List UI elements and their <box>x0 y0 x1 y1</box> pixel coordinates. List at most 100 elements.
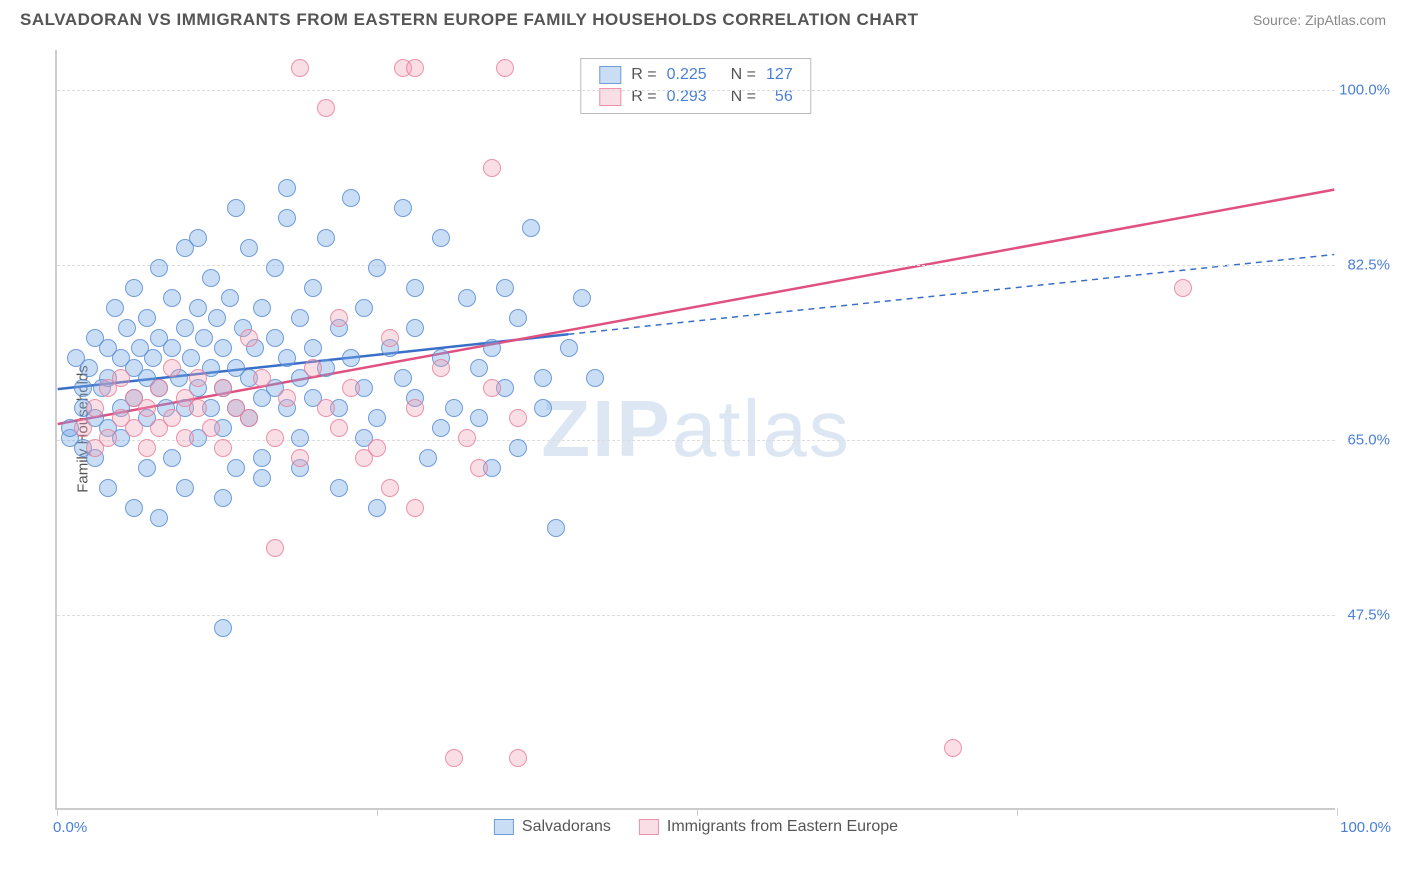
scatter-point <box>214 339 232 357</box>
scatter-point <box>470 359 488 377</box>
scatter-point <box>406 279 424 297</box>
scatter-point <box>150 259 168 277</box>
x-tick <box>1337 808 1338 816</box>
scatter-point <box>496 59 514 77</box>
scatter-point <box>214 439 232 457</box>
scatter-point <box>509 749 527 767</box>
scatter-point <box>317 229 335 247</box>
scatter-point <box>534 399 552 417</box>
scatter-point <box>432 419 450 437</box>
scatter-point <box>522 219 540 237</box>
gridline <box>57 615 1335 616</box>
scatter-point <box>304 279 322 297</box>
scatter-point <box>253 369 271 387</box>
scatter-point <box>317 99 335 117</box>
scatter-point <box>214 489 232 507</box>
scatter-point <box>240 409 258 427</box>
scatter-point <box>355 449 373 467</box>
scatter-point <box>342 349 360 367</box>
legend-swatch <box>599 66 621 84</box>
scatter-point <box>163 339 181 357</box>
scatter-point <box>381 479 399 497</box>
scatter-point <box>278 349 296 367</box>
scatter-point <box>355 299 373 317</box>
x-tick <box>377 808 378 816</box>
scatter-point <box>470 459 488 477</box>
scatter-point <box>138 399 156 417</box>
scatter-point <box>547 519 565 537</box>
scatter-point <box>406 399 424 417</box>
scatter-point <box>419 449 437 467</box>
gridline <box>57 90 1335 91</box>
plot-area: Family Households ZIPatlas R = 0.225 N =… <box>55 50 1335 810</box>
scatter-point <box>227 199 245 217</box>
legend-item: Immigrants from Eastern Europe <box>639 818 898 836</box>
scatter-point <box>342 189 360 207</box>
scatter-point <box>470 409 488 427</box>
r-label: R = <box>627 65 660 85</box>
source-label: Source: ZipAtlas.com <box>1253 12 1386 28</box>
scatter-point <box>483 339 501 357</box>
scatter-point <box>253 449 271 467</box>
scatter-point <box>240 329 258 347</box>
scatter-point <box>189 229 207 247</box>
scatter-point <box>330 419 348 437</box>
x-tick <box>1017 808 1018 816</box>
scatter-point <box>266 539 284 557</box>
scatter-point <box>189 399 207 417</box>
scatter-point <box>163 359 181 377</box>
legend-item: Salvadorans <box>494 818 611 836</box>
scatter-point <box>509 439 527 457</box>
scatter-point <box>125 419 143 437</box>
scatter-point <box>483 159 501 177</box>
scatter-point <box>586 369 604 387</box>
y-tick-label: 100.0% <box>1339 82 1390 99</box>
scatter-point <box>80 359 98 377</box>
scatter-point <box>150 509 168 527</box>
scatter-point <box>189 369 207 387</box>
scatter-point <box>278 209 296 227</box>
watermark: ZIPatlas <box>541 383 850 475</box>
legend-label: Immigrants from Eastern Europe <box>667 818 898 836</box>
chart-container: Family Households ZIPatlas R = 0.225 N =… <box>55 50 1385 840</box>
scatter-point <box>304 339 322 357</box>
scatter-point <box>560 339 578 357</box>
scatter-point <box>381 329 399 347</box>
scatter-point <box>253 299 271 317</box>
scatter-point <box>202 419 220 437</box>
header: SALVADORAN VS IMMIGRANTS FROM EASTERN EU… <box>0 0 1406 35</box>
scatter-point <box>406 499 424 517</box>
scatter-point <box>214 619 232 637</box>
scatter-point <box>944 739 962 757</box>
scatter-point <box>99 429 117 447</box>
scatter-point <box>195 329 213 347</box>
scatter-point <box>144 349 162 367</box>
scatter-point <box>176 429 194 447</box>
scatter-point <box>330 479 348 497</box>
scatter-point <box>458 289 476 307</box>
scatter-point <box>496 279 514 297</box>
scatter-point <box>291 309 309 327</box>
scatter-point <box>189 299 207 317</box>
scatter-point <box>317 399 335 417</box>
scatter-point <box>176 319 194 337</box>
watermark-bold: ZIP <box>541 384 671 473</box>
scatter-point <box>163 409 181 427</box>
scatter-point <box>74 379 92 397</box>
scatter-point <box>176 479 194 497</box>
scatter-point <box>74 419 92 437</box>
scatter-point <box>118 319 136 337</box>
scatter-point <box>240 239 258 257</box>
scatter-point <box>458 429 476 447</box>
scatter-point <box>138 459 156 477</box>
scatter-point <box>406 319 424 337</box>
scatter-point <box>99 479 117 497</box>
trend-lines <box>57 50 1335 808</box>
scatter-point <box>509 309 527 327</box>
scatter-point <box>278 179 296 197</box>
scatter-point <box>304 359 322 377</box>
scatter-point <box>163 449 181 467</box>
legend-row: R = 0.225 N = 127 <box>595 65 796 85</box>
scatter-point <box>445 749 463 767</box>
scatter-point <box>291 449 309 467</box>
